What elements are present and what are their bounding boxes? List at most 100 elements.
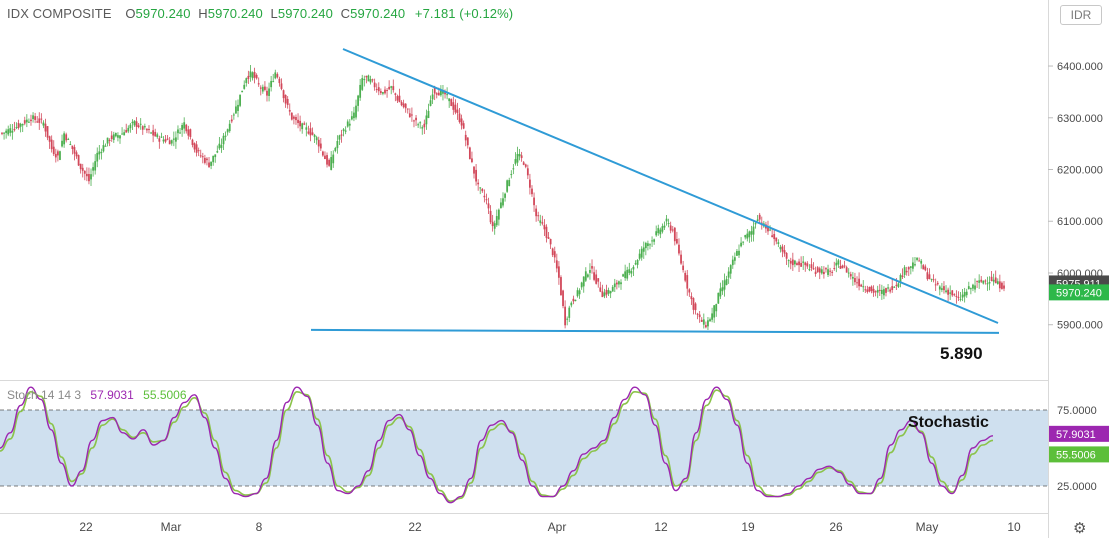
candle-body [905, 270, 908, 273]
candle-body [21, 124, 24, 126]
candle-body [330, 157, 333, 170]
candle-body [624, 271, 627, 279]
candle-body [543, 224, 546, 230]
candle-body [497, 209, 500, 220]
candle-body [415, 117, 417, 121]
candle-body [972, 284, 974, 289]
symbol-header: IDX COMPOSITE O5970.240 H5970.240 L5970.… [7, 6, 513, 21]
candle-body [201, 156, 204, 158]
candle-body [961, 294, 964, 298]
change-value: +7.181 (+0.12%) [414, 6, 514, 21]
candle-body [342, 129, 345, 131]
candle-body [721, 287, 724, 292]
candle-body [495, 216, 498, 226]
candle-body [466, 137, 469, 146]
candle-body [727, 271, 730, 278]
candle-body [742, 241, 745, 243]
candle-body [359, 84, 362, 98]
candle-body [978, 280, 981, 283]
candle-body [692, 298, 695, 310]
candle-body [640, 248, 643, 258]
candle-body [622, 274, 624, 277]
candle-body [369, 79, 372, 83]
candle-body [179, 132, 181, 134]
candle-body [371, 79, 374, 81]
candle-body [417, 124, 420, 126]
candle-body [673, 227, 676, 242]
candle-body [450, 99, 453, 107]
time-tick-label: 8 [256, 520, 263, 534]
candle-body [934, 284, 937, 286]
trend-line [342, 48, 999, 324]
candle-body [106, 137, 109, 144]
candle-body [485, 199, 488, 201]
candle-body [210, 161, 212, 166]
candle-body [162, 139, 165, 142]
candle-body [141, 126, 144, 130]
candle-body [36, 121, 39, 123]
candle-body [767, 226, 769, 232]
candle-body [738, 250, 740, 256]
gear-icon[interactable]: ⚙ [1073, 520, 1087, 537]
candle-body [121, 133, 123, 135]
candle-body [77, 155, 80, 166]
candle-body [920, 260, 923, 264]
candle-body [700, 319, 703, 322]
candle-body [110, 135, 113, 140]
candle-body [659, 229, 662, 235]
candle-body [974, 285, 976, 290]
candle-body [104, 145, 107, 147]
candle-body [800, 263, 803, 267]
candle-body [690, 296, 693, 300]
candle-body [284, 94, 287, 104]
candle-body [117, 135, 119, 138]
candle-body [572, 298, 575, 302]
candle-body [56, 151, 59, 156]
candle-body [655, 231, 658, 236]
candle-body [404, 103, 407, 109]
candle-body [901, 275, 904, 277]
candle-body [831, 271, 834, 273]
candle-body [872, 288, 875, 293]
candle-body [297, 119, 299, 124]
candle-body [30, 119, 32, 122]
candle-body [218, 143, 221, 149]
candle-body [990, 276, 993, 281]
open-label: O [125, 6, 136, 21]
candle-body [512, 168, 515, 170]
candle-body [504, 193, 506, 198]
candle-body [423, 123, 426, 128]
candle-body [150, 132, 152, 134]
candle-body [487, 203, 490, 209]
candle-body [686, 275, 689, 289]
candle-body [437, 92, 440, 96]
candle-body [806, 263, 809, 267]
candle-body [15, 127, 18, 129]
candle-body [3, 132, 5, 134]
candle-body [613, 283, 616, 288]
candle-body [278, 78, 281, 84]
low-label: L [270, 6, 278, 21]
candle-body [870, 286, 873, 292]
candle-body [773, 233, 776, 240]
candle-body [230, 119, 233, 122]
candle-body [131, 121, 134, 124]
candle-body [752, 226, 755, 235]
candle-body [957, 296, 960, 298]
candle-body [251, 72, 254, 79]
candle-body [874, 291, 877, 293]
candle-body [398, 95, 401, 103]
candle-body [680, 254, 682, 264]
candle-body [843, 265, 846, 267]
candle-body [574, 299, 577, 302]
candle-body [328, 159, 330, 166]
candle-body [175, 137, 177, 142]
candle-body [63, 133, 66, 145]
currency-button[interactable]: IDR [1060, 5, 1102, 25]
candle-body [506, 180, 509, 192]
stoch-band [0, 410, 1048, 486]
candle-body [160, 136, 163, 138]
time-tick-label: 19 [741, 520, 755, 534]
candle-body [746, 233, 749, 239]
